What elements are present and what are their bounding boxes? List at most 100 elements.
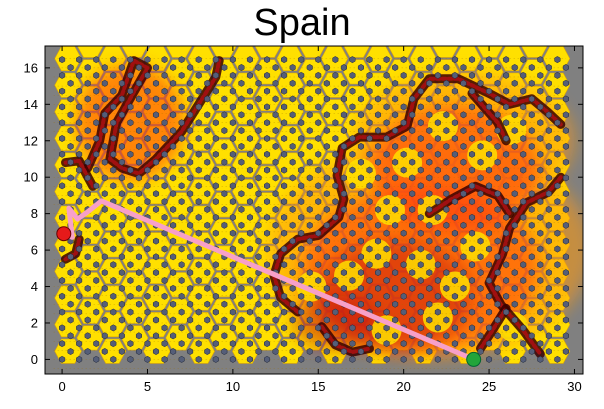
grid-node — [178, 87, 185, 95]
grid-node — [187, 300, 194, 308]
grid-node — [486, 261, 493, 269]
grid-node — [170, 316, 177, 324]
grid-node — [323, 348, 330, 355]
grid-node — [562, 237, 569, 245]
grid-node — [486, 277, 493, 284]
grid-node — [67, 253, 74, 261]
grid-node — [246, 292, 253, 300]
grid-node — [298, 355, 305, 363]
grid-node — [264, 229, 271, 237]
grid-node — [127, 119, 134, 127]
grid-node — [152, 127, 160, 135]
grid-node — [170, 158, 177, 166]
grid-node — [392, 174, 399, 182]
grid-node — [383, 261, 390, 269]
grid-node — [426, 284, 433, 292]
grid-node — [562, 190, 569, 198]
grid-node — [392, 348, 399, 355]
grid-node — [340, 253, 347, 261]
grid-node — [537, 355, 544, 363]
grid-node — [204, 142, 211, 150]
grid-node — [349, 150, 356, 158]
grid-node — [545, 284, 552, 292]
grid-node — [434, 213, 441, 221]
grid-node — [366, 56, 373, 64]
grid-node — [392, 190, 399, 198]
grid-node — [298, 213, 305, 221]
grid-node — [417, 340, 424, 348]
grid-node — [392, 79, 399, 87]
grid-node — [272, 206, 279, 213]
grid-node — [212, 87, 219, 95]
grid-node — [221, 190, 228, 198]
grid-node — [545, 269, 552, 277]
grid-node — [127, 71, 134, 79]
grid-node — [375, 332, 382, 340]
grid-node — [306, 316, 313, 324]
grid-node — [417, 87, 424, 95]
grid-node — [400, 245, 407, 253]
grid-node — [238, 190, 245, 198]
grid-node — [76, 166, 83, 174]
grid-node — [178, 213, 185, 221]
hex-tile — [254, 86, 282, 111]
grid-node — [400, 277, 407, 284]
grid-node — [255, 348, 262, 355]
grid-node — [486, 56, 493, 64]
grid-node — [264, 135, 271, 142]
grid-node — [76, 182, 83, 190]
grid-node — [144, 324, 151, 332]
grid-node — [366, 103, 373, 111]
grid-node — [272, 316, 279, 324]
grid-node — [59, 71, 66, 79]
grid-node — [545, 111, 552, 119]
grid-node — [494, 348, 501, 355]
grid-node — [315, 182, 322, 190]
grid-node — [417, 166, 424, 174]
grid-node — [443, 300, 450, 308]
grid-node — [170, 300, 177, 308]
grid-node — [511, 64, 518, 71]
grid-node — [340, 79, 347, 87]
grid-node — [383, 198, 390, 206]
grid-node — [170, 127, 177, 135]
grid-node — [494, 142, 501, 150]
grid-node — [289, 348, 296, 355]
grid-node — [375, 221, 382, 229]
path-line — [61, 198, 477, 362]
grid-node — [477, 142, 484, 150]
grid-node — [323, 253, 330, 261]
grid-node — [110, 340, 117, 348]
grid-node — [528, 332, 535, 340]
safe-cell — [467, 140, 498, 171]
grid-node — [246, 277, 253, 284]
grid-node — [443, 221, 450, 229]
grid-node — [375, 142, 382, 150]
grid-node — [229, 87, 236, 95]
grid-node — [238, 158, 245, 166]
grid-node — [400, 166, 407, 174]
grid-node — [400, 340, 407, 348]
grid-node — [383, 71, 390, 79]
grid-node — [229, 166, 236, 174]
grid-node — [332, 103, 339, 111]
grid-node — [246, 71, 253, 79]
grid-node — [178, 340, 185, 348]
grid-node — [118, 348, 125, 355]
grid-node — [340, 127, 347, 135]
grid-node — [67, 142, 74, 150]
grid-node — [298, 292, 305, 300]
grid-node — [323, 284, 330, 292]
grid-node — [289, 300, 296, 308]
grid-node — [528, 142, 535, 150]
grid-node — [375, 95, 382, 103]
grid-node — [170, 253, 177, 261]
grid-node — [503, 71, 510, 79]
grid-node — [289, 284, 296, 292]
grid-node — [289, 95, 296, 103]
grid-node — [195, 135, 202, 142]
grid-node — [468, 292, 476, 300]
grid-node — [503, 166, 510, 174]
grid-node — [204, 158, 211, 166]
grid-node — [562, 206, 569, 213]
